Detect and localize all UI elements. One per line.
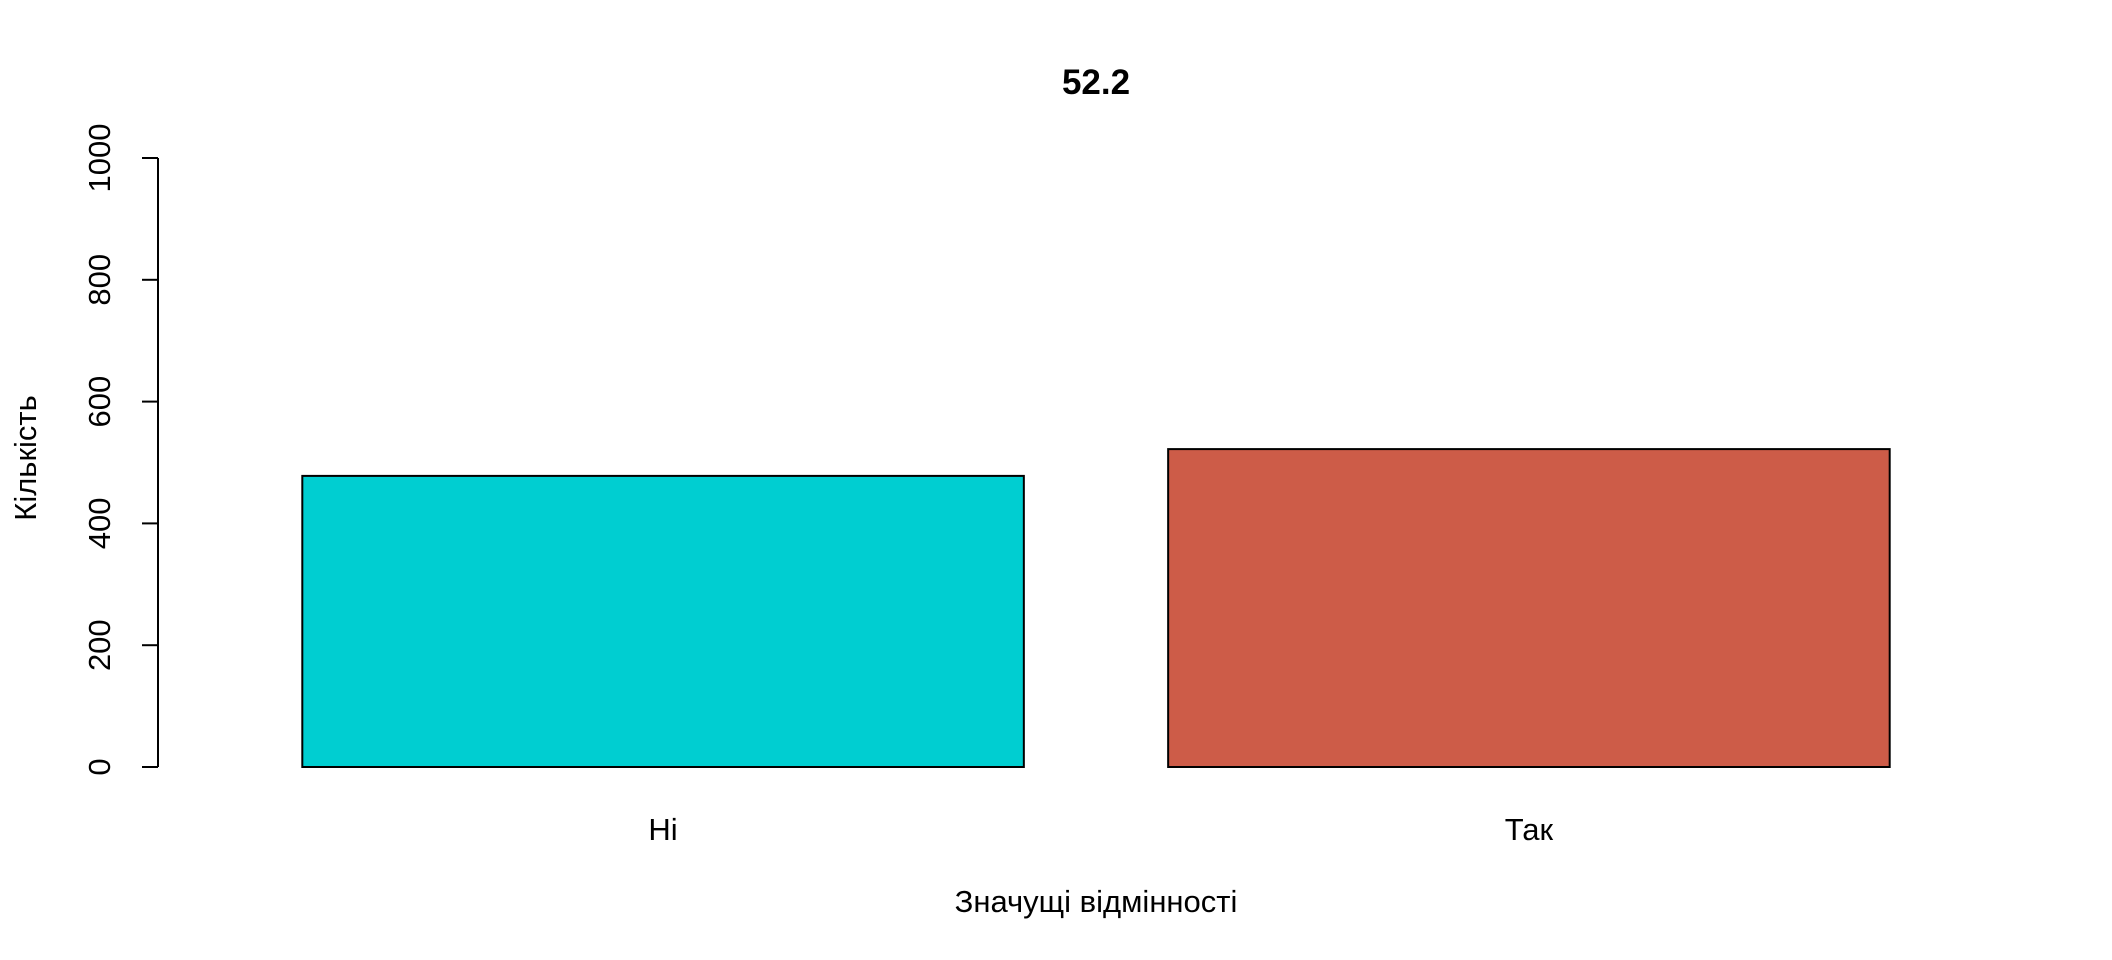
- x-axis-label: Значущі відмінності: [955, 884, 1238, 919]
- y-tick-label: 800: [82, 254, 117, 306]
- y-tick-label: 600: [82, 376, 117, 428]
- bars-group: [301, 448, 1891, 768]
- y-tick-label: 200: [82, 619, 117, 671]
- y-tick-label: 1000: [82, 124, 117, 193]
- y-axis-label: Кількість: [8, 395, 43, 520]
- y-tick-label: 0: [82, 758, 117, 775]
- x-category-label: Так: [1505, 812, 1554, 847]
- y-axis: 0 200 400 600 800 1000: [82, 124, 159, 776]
- bar: [301, 474, 1025, 768]
- x-axis-categories: Ні Так: [648, 812, 1553, 847]
- y-tick-label: 400: [82, 498, 117, 550]
- bar: [1167, 448, 1891, 768]
- chart-title: 52.2: [1062, 63, 1130, 102]
- x-category-label: Ні: [648, 812, 677, 847]
